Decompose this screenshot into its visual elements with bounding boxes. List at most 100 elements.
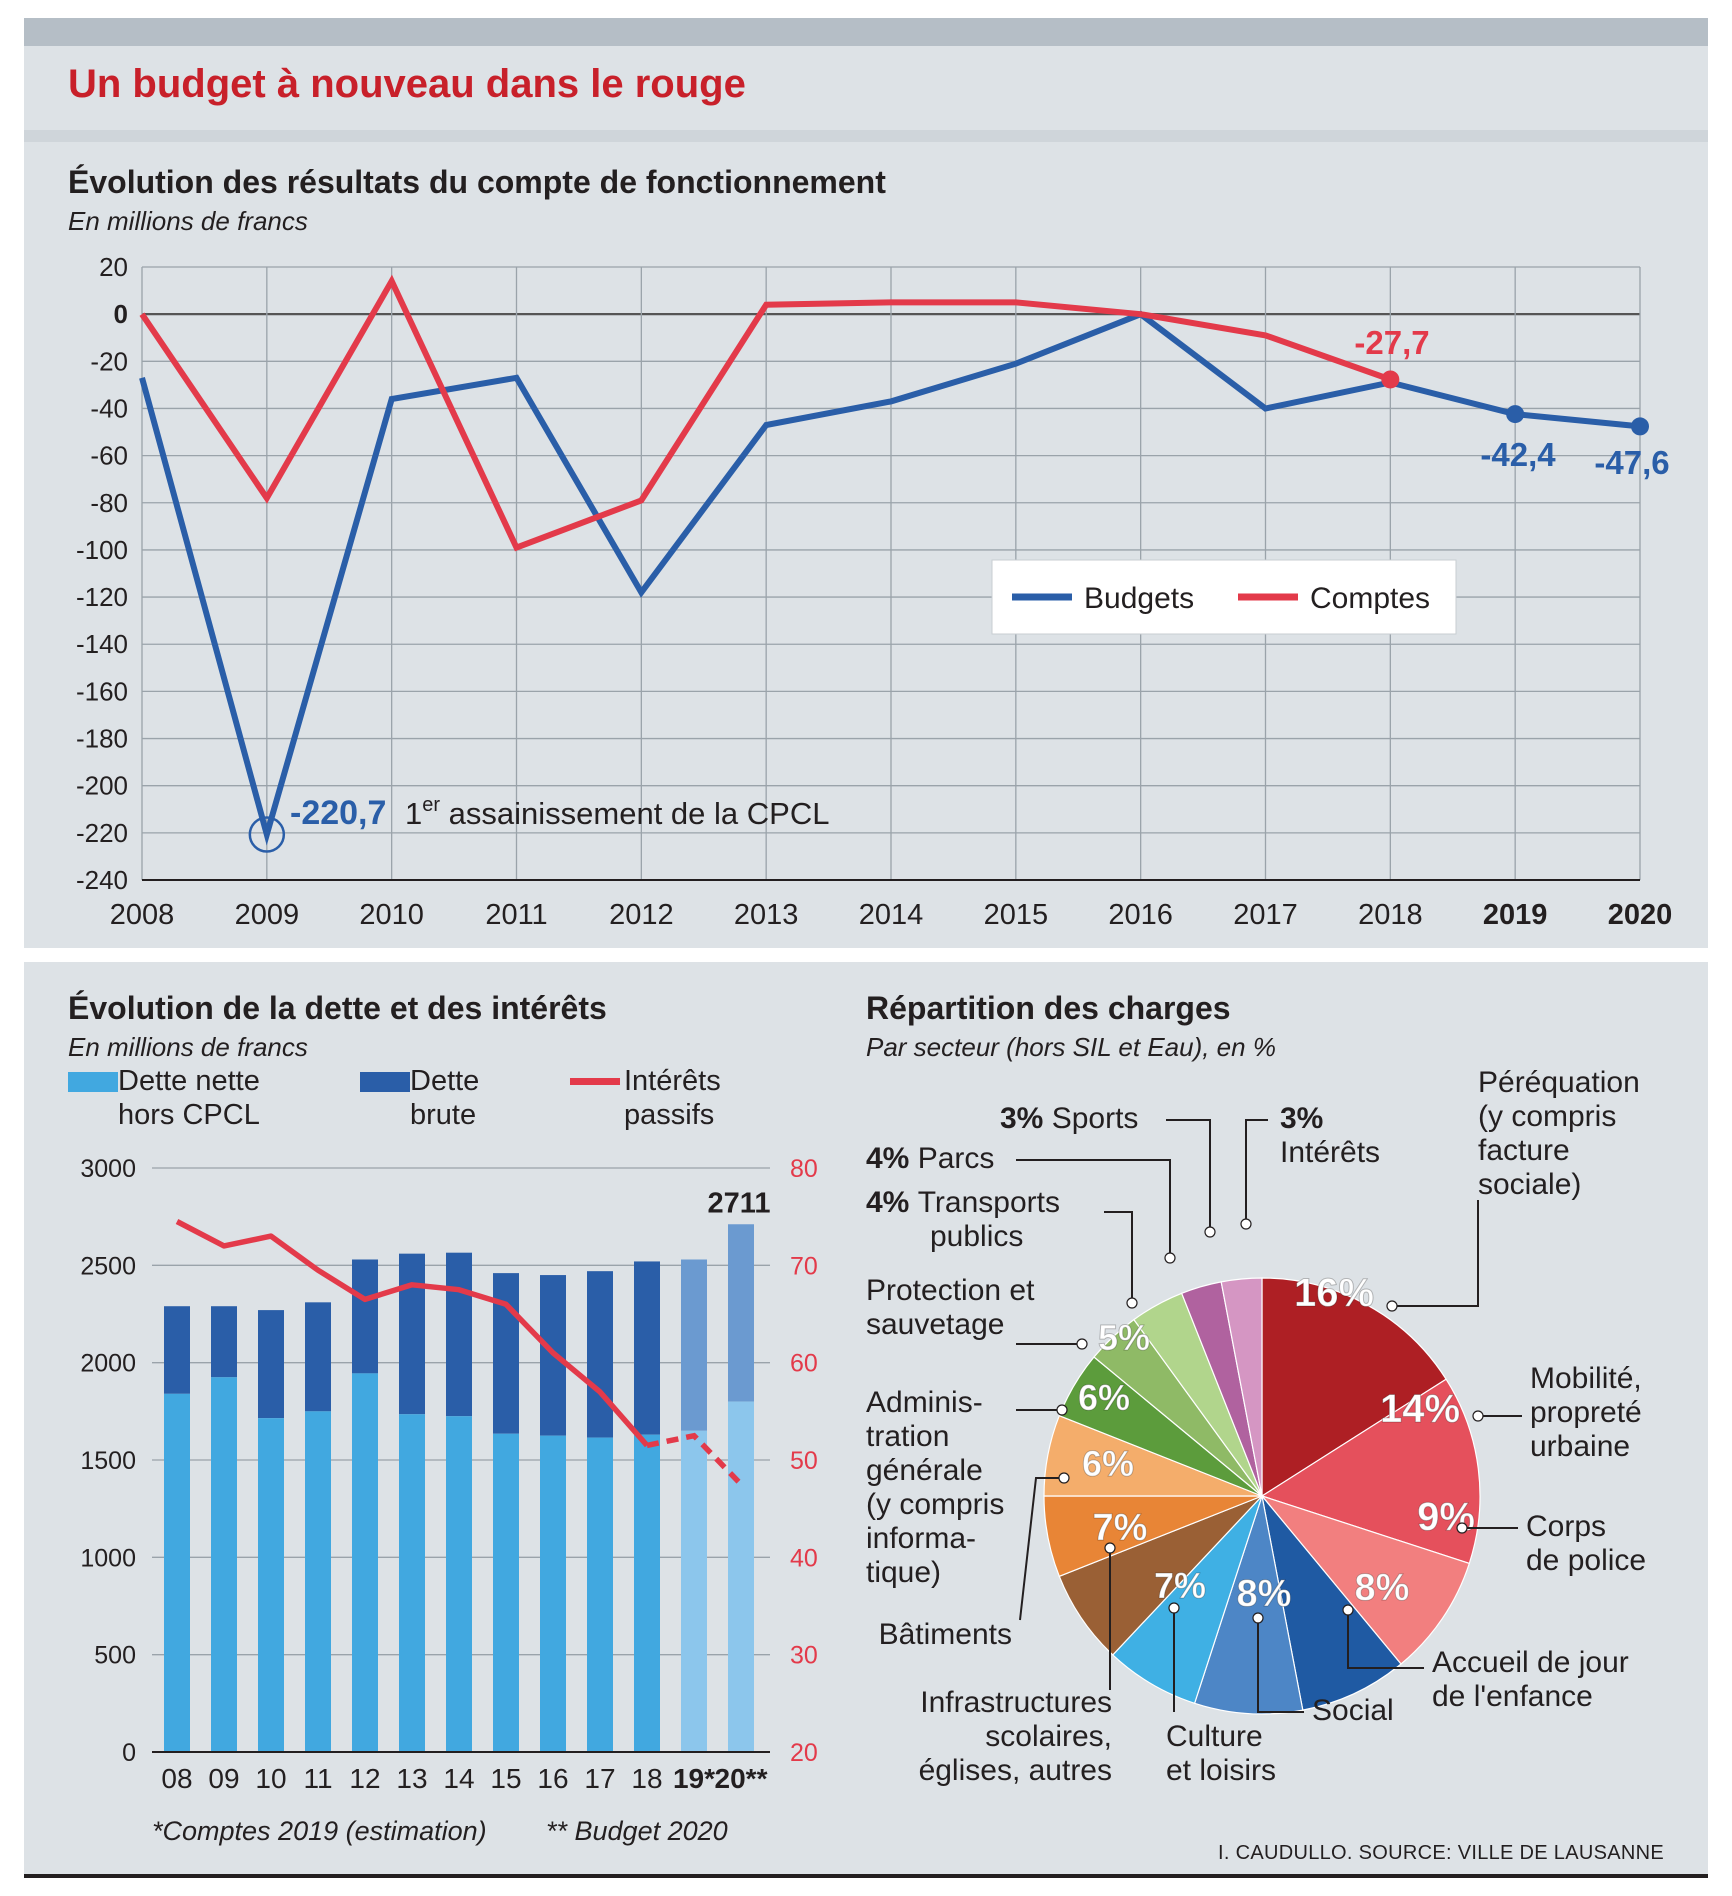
- x-tick-label: 2009: [235, 899, 300, 931]
- bar-dette-nette: [352, 1373, 378, 1752]
- legend-dette-nette-line1: Dette nette: [118, 1065, 260, 1097]
- pie-leader-dot: [1472, 1410, 1484, 1422]
- bottom-rule: [24, 1874, 1708, 1878]
- bar-dette-brute: [258, 1310, 284, 1419]
- bar-y-tick-label: 3000: [80, 1155, 136, 1183]
- bar-y2-tick-label: 80: [790, 1155, 818, 1183]
- pie-side-label: Accueil de jour: [1432, 1646, 1629, 1679]
- pie-side-pct: 4%: [866, 1142, 918, 1175]
- x-tick-label: 2017: [1233, 899, 1298, 931]
- bar-chart-title: Évolution de la dette et des intérêts: [68, 990, 607, 1026]
- bar-chart-subtitle: En millions de francs: [68, 1032, 308, 1062]
- pie-side-label: églises, autres: [919, 1754, 1112, 1787]
- bar-dette-brute: [728, 1224, 754, 1402]
- bar-dette-nette: [305, 1411, 331, 1752]
- header-bar: [24, 18, 1708, 46]
- x-tick-label: 2011: [485, 899, 547, 931]
- annotation-min-value: -220,7: [290, 794, 386, 832]
- bar-dette-nette: [728, 1401, 754, 1752]
- pie-side-label: Corps: [1526, 1510, 1606, 1543]
- pie-leader-dot: [1252, 1612, 1264, 1624]
- pie-side-label: Bâtiments: [879, 1618, 1012, 1651]
- legend-dette-brute: Dette brute: [410, 1064, 479, 1132]
- bar-dette-nette: [681, 1430, 707, 1752]
- pie-side-pct: 4%: [866, 1186, 918, 1219]
- pie-leader-line: [1257, 1618, 1304, 1713]
- pie-pct-label: 7%: [1093, 1507, 1148, 1549]
- pie-leader-dot: [1456, 1522, 1468, 1534]
- pie-side-label: et loisirs: [1166, 1754, 1276, 1787]
- legend-dette-nette: Dette nette hors CPCL: [118, 1064, 260, 1132]
- pie-side-label: sociale): [1478, 1168, 1581, 1201]
- pie-leader-dot: [1204, 1226, 1216, 1238]
- pie-side-label-cont: publics: [930, 1220, 1023, 1253]
- pie-leader-line: [1019, 1477, 1064, 1621]
- bar-dette-brute: [211, 1306, 237, 1378]
- bar-dette-nette: [587, 1437, 613, 1752]
- pie-side-label: informa-: [866, 1522, 976, 1555]
- x-tick-label: 2019: [1483, 899, 1548, 931]
- pie-side-label: tique): [866, 1556, 941, 1589]
- bar-category-label: 19*: [673, 1763, 715, 1794]
- bar-dette-brute: [634, 1261, 660, 1435]
- budget-2019-marker: [1506, 405, 1525, 424]
- y-tick-label: -160: [76, 676, 128, 706]
- pie-side-label: 4% Parcs: [866, 1142, 994, 1175]
- bar-dette-brute: [446, 1252, 472, 1417]
- y-tick-label: 0: [114, 299, 128, 329]
- pie-side-label: (y compris: [1478, 1100, 1616, 1133]
- pie-side-label: 3% Sports: [1000, 1102, 1138, 1135]
- annotation-cpcl-sup: er: [422, 794, 440, 816]
- bar-y2-tick-label: 60: [790, 1350, 818, 1378]
- x-tick-label: 2013: [734, 899, 799, 931]
- label-comptes-2018: -27,7: [1354, 324, 1429, 361]
- bar-dette-nette: [258, 1418, 284, 1752]
- pie-side-label: Culture: [1166, 1720, 1263, 1753]
- pie-slice-péréquation: [1261, 1277, 1447, 1498]
- bar-y-tick-label: 500: [94, 1642, 136, 1670]
- pie-leader-dot: [1104, 1542, 1116, 1554]
- bar-category-label: 18: [631, 1763, 662, 1794]
- bar-dette-nette: [634, 1434, 660, 1752]
- y-tick-label: 20: [99, 252, 128, 282]
- pie-slice-intérêts: [1220, 1277, 1263, 1497]
- legend-interets-line2: passifs: [624, 1099, 715, 1131]
- pie-chart-title: Répartition des charges: [866, 990, 1231, 1026]
- pie-side-label: générale: [866, 1454, 983, 1487]
- pie-leader-line: [1245, 1119, 1268, 1224]
- bar-category-label: 15: [490, 1763, 521, 1794]
- bar-dette-brute: [587, 1271, 613, 1438]
- line-series-comptes: [139, 274, 1392, 552]
- pie-side-label: Intérêts: [1280, 1136, 1380, 1169]
- bar-dette-brute: [305, 1302, 331, 1412]
- pie-side-label: scolaires,: [985, 1720, 1112, 1753]
- bar-dette-nette: [164, 1393, 190, 1752]
- bar-category-label: 09: [208, 1763, 239, 1794]
- pie-leader-dot: [1240, 1218, 1252, 1230]
- pie-leader-dot: [1342, 1604, 1354, 1616]
- title-shadow: [24, 130, 1708, 142]
- pie-leader-dot: [1386, 1300, 1398, 1312]
- y-tick-label: -220: [76, 818, 128, 848]
- bar-dette-brute: [352, 1259, 378, 1374]
- line-chart-title: Évolution des résultats du compte de fon…: [68, 164, 886, 200]
- pie-leader-dot: [1126, 1297, 1138, 1309]
- line-chart: 20 0 -20 -40 -60 -80 -100 -120 -140 -160 -180 -200 -…: [76, 252, 1672, 931]
- legend-swatch-interets: [570, 1078, 620, 1085]
- legend-interets-line1: Intérêts: [624, 1065, 721, 1097]
- bar-category-label: 10: [255, 1763, 286, 1794]
- pie-side-label-text: Transports: [918, 1186, 1060, 1219]
- pie-side-label: de police: [1526, 1544, 1646, 1577]
- bar-y-tick-label: 1500: [80, 1447, 136, 1475]
- pie-side-label: tration: [866, 1420, 949, 1453]
- pie-slice-accueil: [1261, 1495, 1402, 1711]
- pie-slice-corps: [1260, 1494, 1471, 1665]
- pie-side-label: Adminis-: [866, 1386, 983, 1419]
- legend-dette-brute-line1: Dette: [410, 1065, 480, 1097]
- pie-side-label: (y compris: [866, 1488, 1004, 1521]
- bar-dette-brute: [399, 1253, 425, 1415]
- pie-leader-line: [1392, 1200, 1479, 1307]
- x-tick-label: 2010: [359, 899, 424, 931]
- bar-y2-tick-label: 30: [790, 1642, 818, 1670]
